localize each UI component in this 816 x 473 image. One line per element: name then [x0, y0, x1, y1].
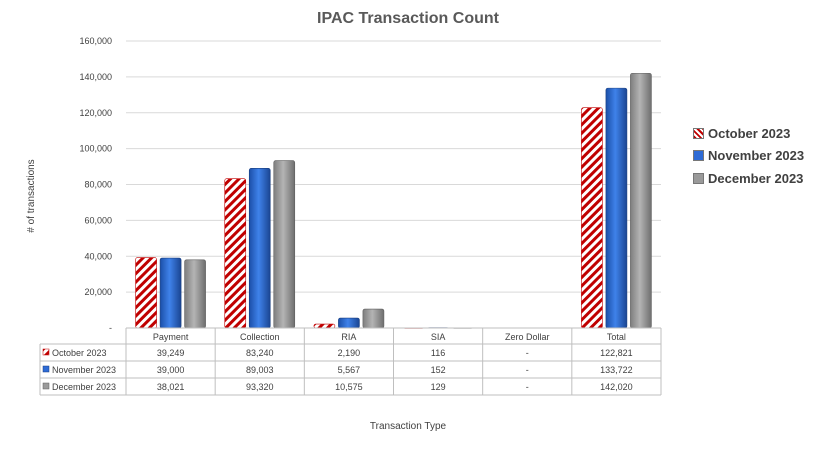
y-tick-label: 80,000	[84, 180, 112, 190]
table-cell: 93,320	[246, 382, 274, 392]
y-tick-label: 60,000	[84, 215, 112, 225]
bar-collection-2	[273, 160, 296, 329]
bar-payment-0	[135, 257, 157, 329]
table-cell: 83,240	[246, 348, 274, 358]
table-row-swatch	[42, 365, 50, 373]
x-axis-label: Transaction Type	[369, 421, 447, 432]
legend-swatch-november	[693, 150, 704, 162]
table-cell: 129	[431, 382, 446, 392]
legend-label-november: November 2023	[708, 148, 805, 164]
y-tick-label: -	[109, 323, 112, 333]
bar-ria-0	[313, 323, 336, 329]
legend-label-october: October 2023	[708, 125, 791, 141]
table-cell: 152	[431, 365, 446, 375]
bar-total-0	[581, 107, 603, 329]
legend-item-december: December 2023	[693, 167, 804, 190]
table-row-label: October 2023	[52, 348, 107, 358]
table-cell: 10,575	[335, 382, 363, 392]
y-tick-label: 20,000	[84, 287, 112, 297]
y-axis-label: # of transactions	[26, 159, 37, 232]
bar-collection-0	[224, 178, 247, 329]
table-cell: 89,003	[246, 365, 274, 375]
table-header-cell: RIA	[341, 332, 356, 342]
table-cell: -	[526, 348, 529, 358]
table-cell: 39,249	[157, 348, 185, 358]
y-tick-label: 100,000	[79, 144, 112, 154]
table-header-cell: Payment	[153, 332, 189, 342]
table-cell: 38,021	[157, 382, 185, 392]
table-row-swatch	[42, 382, 50, 390]
legend-item-november: November 2023	[693, 145, 804, 168]
table-header-cell: Zero Dollar	[505, 332, 550, 342]
legend-label-december: December 2023	[708, 170, 804, 186]
y-tick-label: 40,000	[84, 251, 112, 261]
bar-total-1	[605, 87, 628, 329]
bar-payment-1	[159, 257, 182, 329]
legend: October 2023 November 2023 December 2023	[693, 122, 804, 190]
table-cell: 142,020	[600, 382, 633, 392]
y-tick-label: 120,000	[79, 108, 112, 118]
table-cell: 133,722	[600, 365, 633, 375]
bar-ria-1	[338, 317, 360, 329]
bar-payment-2	[184, 259, 206, 329]
bar-collection-1	[248, 168, 271, 329]
table-cell: 39,000	[157, 365, 185, 375]
bar-total-2	[630, 72, 652, 329]
chart-title: IPAC Transaction Count	[317, 10, 499, 27]
table-cell: 122,821	[600, 348, 633, 358]
table-row-label: November 2023	[52, 365, 116, 375]
table-cell: -	[526, 382, 529, 392]
y-tick-label: 140,000	[79, 72, 112, 82]
table-header-cell: SIA	[431, 332, 446, 342]
legend-swatch-december	[693, 172, 704, 184]
table-header-cell: Collection	[240, 332, 280, 342]
table-header-cell: Total	[607, 332, 626, 342]
table-cell: -	[526, 365, 529, 375]
table-cell: 5,567	[338, 365, 361, 375]
table-row-swatch	[42, 348, 50, 356]
bar-ria-2	[362, 308, 385, 329]
table-cell: 116	[431, 348, 445, 358]
table-cell: 2,190	[338, 348, 361, 358]
y-tick-label: 160,000	[79, 36, 112, 46]
legend-swatch-october	[693, 127, 704, 139]
legend-item-october: October 2023	[693, 122, 804, 145]
table-row-label: December 2023	[52, 382, 116, 392]
